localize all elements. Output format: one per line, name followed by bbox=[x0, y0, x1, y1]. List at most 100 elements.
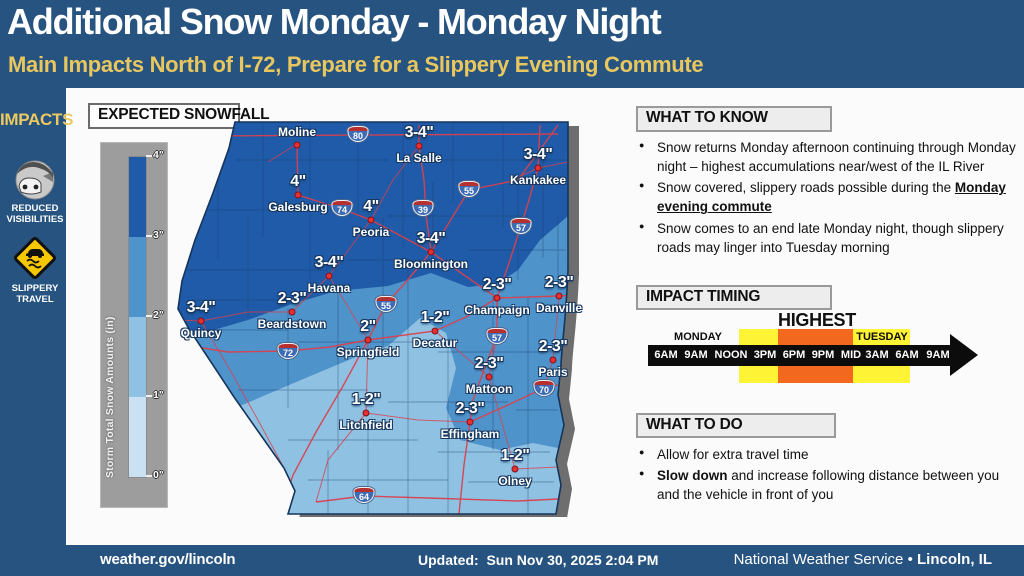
interstate-shield: 55 bbox=[458, 181, 480, 197]
city-label: La Salle bbox=[396, 151, 442, 165]
city-dot bbox=[511, 465, 519, 473]
bullet-item: Snow covered, slippery roads possible du… bbox=[636, 178, 1024, 216]
tuesday-label: TUESDAY bbox=[856, 331, 908, 343]
timeline-arrow-head bbox=[950, 334, 978, 376]
interstate-number: 55 bbox=[463, 186, 474, 196]
city-label: Quincy bbox=[180, 326, 222, 340]
interstate-number: 74 bbox=[336, 205, 347, 215]
snowfall-legend: Storm Total Snow Amounts (in) 4" 3" 2" 1" 0" bbox=[100, 142, 168, 508]
city-dot bbox=[549, 356, 557, 364]
interstate-number: 57 bbox=[491, 333, 502, 343]
slippery-road-sign-icon bbox=[12, 235, 58, 281]
city-dot bbox=[362, 409, 370, 417]
snowfall-amount-label: 4" bbox=[290, 173, 306, 190]
city-label: Olney bbox=[498, 474, 532, 488]
snowfall-amount-label: 3-4" bbox=[523, 146, 553, 163]
interstate-shield: 57 bbox=[486, 328, 508, 344]
snowfall-amount-label: 2-3" bbox=[538, 338, 568, 355]
snowfall-amount-label: 2" bbox=[360, 318, 376, 335]
interstate-number: 57 bbox=[515, 223, 526, 233]
snowfall-amount-label: 1-2" bbox=[420, 309, 450, 326]
snowfall-amount-label: 2-3" bbox=[474, 355, 504, 372]
interstate-shield: 39 bbox=[412, 200, 434, 216]
footer-updated-timestamp: Updated: Sun Nov 30, 2025 2:04 PM bbox=[418, 552, 659, 568]
timeline-time-label: 6PM bbox=[782, 349, 806, 361]
city-label: Moline bbox=[278, 125, 316, 139]
impact-timing-header: IMPACT TIMING bbox=[636, 285, 832, 310]
illinois-map-svg bbox=[177, 121, 579, 517]
impact-timing-graphic: HIGHEST MONDAY TUESDAY 6AM 9AM NOON 3PM 6PM 9… bbox=[636, 310, 1016, 405]
footer-office-location: Lincoln, IL bbox=[917, 551, 992, 568]
timeline-time-label: 6AM bbox=[654, 349, 678, 361]
interstate-number: 72 bbox=[282, 348, 293, 358]
city-label: Bloomington bbox=[394, 257, 468, 271]
city-dot bbox=[431, 327, 439, 335]
city-dot bbox=[466, 418, 474, 426]
page-subtitle: Main Impacts North of I-72, Prepare for … bbox=[8, 52, 704, 77]
city-label: Kankakee bbox=[509, 173, 567, 187]
timeline-time-label: 3AM bbox=[865, 349, 889, 361]
city-label: Effingham bbox=[440, 427, 500, 441]
snowfall-amount-label: 2-3" bbox=[482, 276, 512, 293]
legend-tick-label: 0" bbox=[153, 469, 164, 481]
snowfall-amount-label: 1-2" bbox=[500, 447, 530, 464]
legend-tick-mark bbox=[146, 235, 152, 237]
highway-lines bbox=[178, 124, 568, 514]
footer-bar: weather.gov/lincoln Updated: Sun Nov 30,… bbox=[0, 545, 1024, 576]
legend-tick-mark bbox=[146, 155, 152, 157]
snowfall-amount-label: 2-3" bbox=[544, 274, 574, 291]
legend-tick-label: 2" bbox=[153, 309, 164, 321]
interstate-shield: 74 bbox=[331, 200, 353, 216]
legend-tick-mark bbox=[146, 475, 152, 477]
snowfall-amount-label: 3-4" bbox=[186, 299, 216, 316]
impact-caption-reduced-visibilities: REDUCED VISIBILITIES bbox=[6, 203, 64, 226]
city-label: Havana bbox=[307, 281, 351, 295]
what-to-do-header: WHAT TO DO bbox=[636, 413, 836, 438]
bullet-item: Allow for extra travel time bbox=[636, 445, 1024, 464]
footer-office-name: National Weather Service • bbox=[733, 551, 917, 568]
interstate-shield: 57 bbox=[510, 218, 532, 234]
interstate-shield: 72 bbox=[277, 343, 299, 359]
expected-snowfall-header: EXPECTED SNOWFALL bbox=[88, 103, 270, 129]
what-to-do-bullets: Allow for extra travel time Slow down and… bbox=[636, 445, 1024, 506]
legend-tick-mark bbox=[146, 395, 152, 397]
timeline-arrow-bar bbox=[648, 345, 950, 366]
city-label: Paris bbox=[538, 365, 568, 379]
interstate-shield: 55 bbox=[375, 296, 397, 312]
legend-segment bbox=[129, 237, 146, 317]
city-dot bbox=[367, 216, 375, 224]
interstate-number: 70 bbox=[538, 385, 549, 395]
state-outline bbox=[177, 121, 569, 515]
what-to-know-bullets: Snow returns Monday afternoon continuing… bbox=[636, 138, 1024, 259]
legend-segment bbox=[129, 157, 146, 237]
snowfall-amount-label: 3-4" bbox=[416, 230, 446, 247]
timeline-time-label: 9AM bbox=[926, 349, 950, 361]
what-to-know-header: WHAT TO KNOW bbox=[636, 106, 832, 132]
interstate-shield: 64 bbox=[353, 487, 375, 503]
legend-segment bbox=[129, 317, 146, 397]
snowfall-amount-label: 2-3" bbox=[277, 290, 307, 307]
city-label: Litchfield bbox=[339, 418, 393, 432]
county-lines bbox=[184, 122, 566, 514]
highest-label: HIGHEST bbox=[778, 310, 856, 330]
city-dot bbox=[555, 292, 563, 300]
footer-office: National Weather Service • Lincoln, IL bbox=[734, 551, 992, 568]
city-dot bbox=[415, 142, 423, 150]
snowfall-amount-label: 3-4" bbox=[314, 254, 344, 271]
city-label: Danville bbox=[535, 301, 583, 315]
timeline-time-label: MID bbox=[840, 349, 862, 361]
city-dot bbox=[427, 248, 435, 256]
city-dot bbox=[288, 308, 296, 316]
snowfall-map: Moline 3-4" La Salle 3-4" Kankakee 4" Galesbur… bbox=[88, 120, 592, 517]
timeline-time-label: 6AM bbox=[895, 349, 919, 361]
footer-link[interactable]: weather.gov/lincoln bbox=[100, 551, 236, 568]
legend-color-bar bbox=[128, 156, 147, 478]
map-labels-overlay: Moline 3-4" La Salle 3-4" Kankakee 4" Galesbur… bbox=[88, 120, 592, 517]
fog-car-icon bbox=[15, 160, 55, 205]
interstate-shield: 70 bbox=[533, 380, 555, 396]
interstate-number: 80 bbox=[352, 131, 363, 141]
content-panel: EXPECTED SNOWFALL Storm Total Snow Amoun… bbox=[66, 88, 1024, 545]
legend-tick-mark bbox=[146, 315, 152, 317]
legend-tick-label: 3" bbox=[153, 229, 164, 241]
